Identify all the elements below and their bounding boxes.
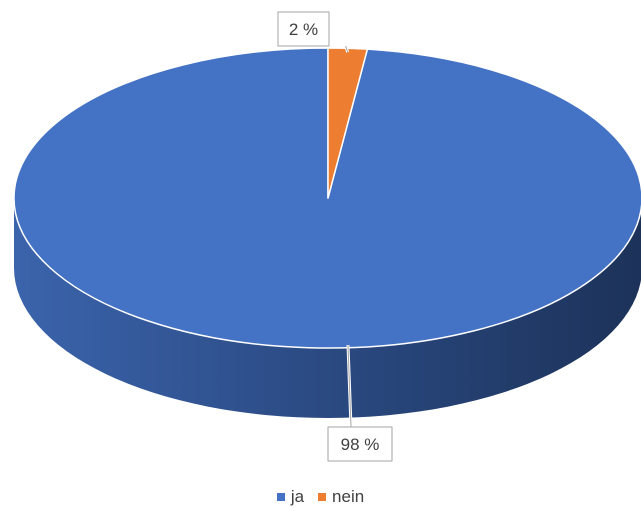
pie-side-wall (14, 198, 641, 418)
data-label-nein: 2 % (289, 20, 318, 39)
data-label-ja-leader-line (347, 344, 352, 428)
legend-swatch-ja (276, 493, 285, 501)
legend-swatch-nein (318, 493, 327, 501)
legend-label-ja: ja (290, 487, 305, 506)
legend-item-ja: ja (276, 487, 305, 507)
data-labels: 2 % 98 % (277, 11, 393, 462)
pie-top-face (13, 47, 641, 349)
data-label-ja: 98 % (341, 435, 380, 454)
data-label-nein-leader-line (345, 45, 349, 53)
pie-side-wall-ja (14, 198, 641, 418)
data-label-ja-box (327, 426, 393, 462)
legend: ja nein (0, 487, 641, 507)
data-label-nein-box (277, 11, 330, 47)
legend-item-nein: nein (318, 487, 364, 507)
legend-label-nein: nein (332, 487, 365, 506)
